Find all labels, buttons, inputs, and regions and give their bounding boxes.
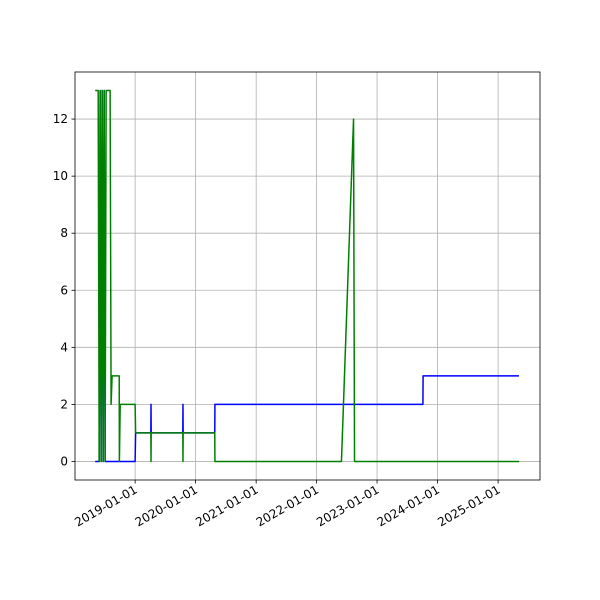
y-tick-label: 2 <box>60 397 68 411</box>
axes-frame <box>74 71 541 481</box>
y-tick-label: 8 <box>60 226 68 240</box>
y-tick-label: 10 <box>53 169 68 183</box>
grid <box>75 72 540 480</box>
y-tick-label: 6 <box>60 283 68 297</box>
y-tick-label: 0 <box>60 454 68 468</box>
series-line <box>95 89 519 463</box>
y-tick-label: 4 <box>60 340 68 354</box>
plot-area <box>95 89 519 463</box>
y-tick-label: 12 <box>53 112 68 126</box>
